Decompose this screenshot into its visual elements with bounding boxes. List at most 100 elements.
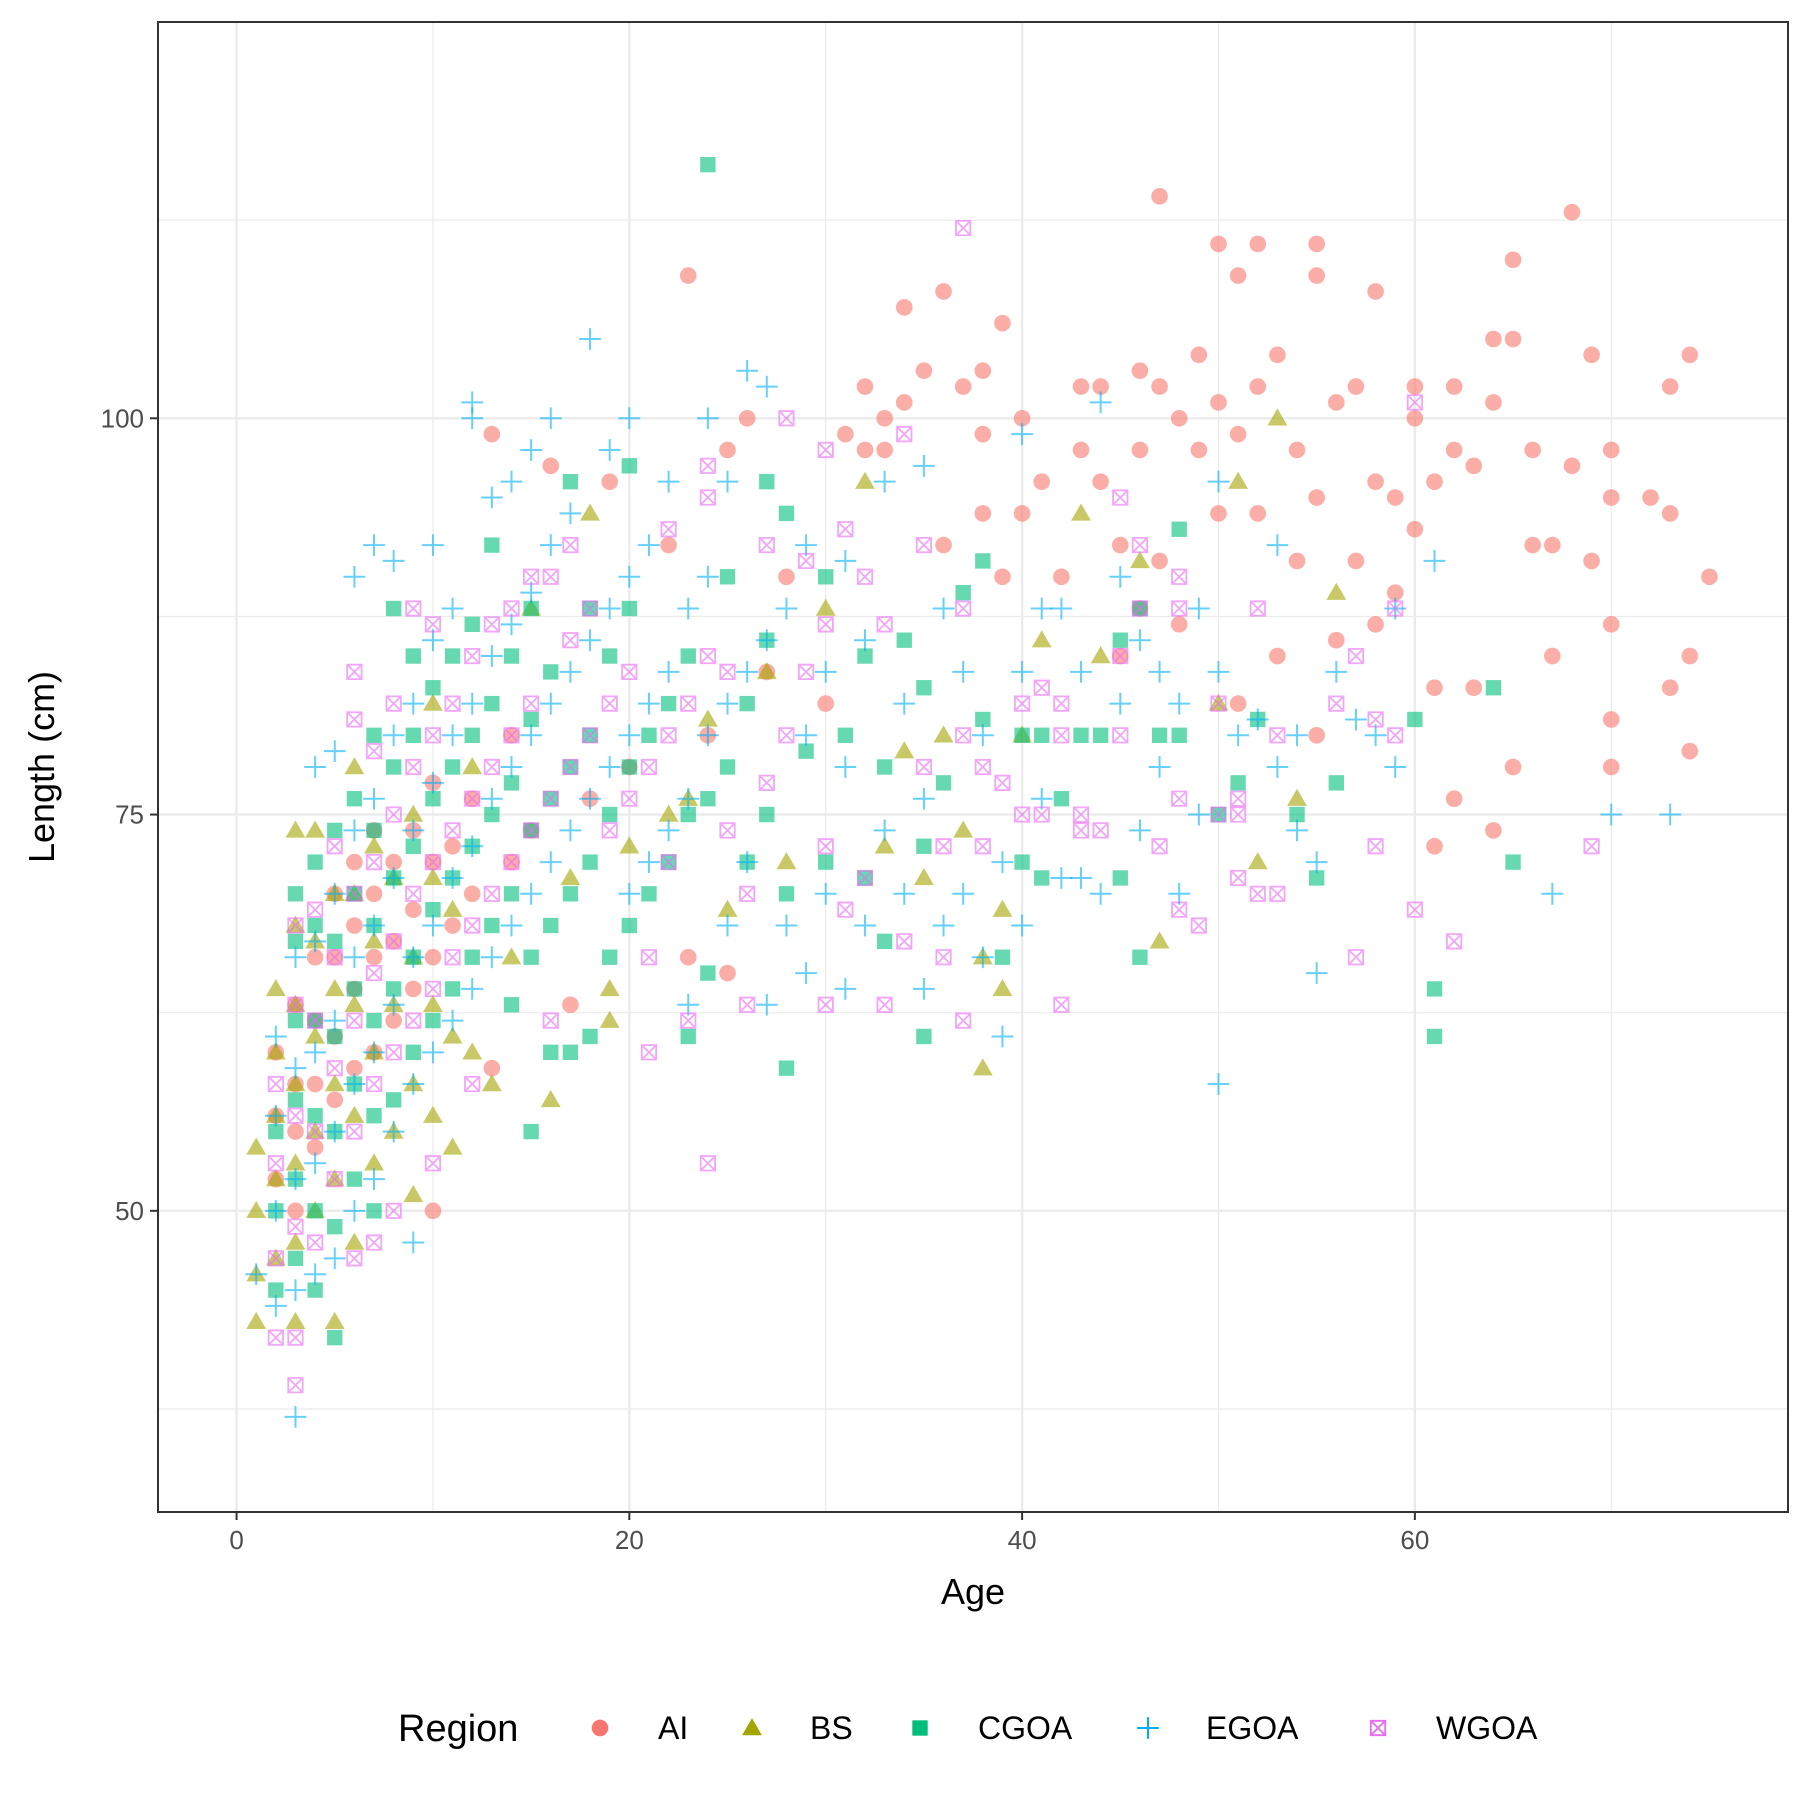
data-point-egoa <box>1207 1073 1230 1095</box>
data-point-ai <box>1602 441 1620 459</box>
data-point-wgoa <box>365 854 383 871</box>
data-point-ai <box>1151 188 1168 205</box>
data-point-egoa <box>579 787 601 810</box>
data-point-cgoa <box>641 727 657 743</box>
data-point-egoa <box>402 1073 425 1095</box>
data-point-egoa <box>795 724 817 747</box>
data-point-ai <box>1013 505 1031 522</box>
data-point-wgoa <box>365 1075 383 1093</box>
data-point-ai <box>935 283 952 300</box>
data-point-bs <box>442 1026 463 1044</box>
data-point-bs <box>403 804 424 822</box>
data-point-ai <box>1426 679 1443 697</box>
data-point-ai <box>679 267 697 284</box>
data-point-cgoa <box>562 886 579 902</box>
data-point-wgoa <box>483 616 500 633</box>
data-point-egoa <box>1305 962 1328 984</box>
y-tick-label: 75 <box>115 800 144 830</box>
data-point-ai <box>1661 505 1679 522</box>
legend-title: Region <box>398 1708 518 1750</box>
data-point-cgoa <box>287 1012 304 1029</box>
data-point-wgoa <box>640 758 658 776</box>
data-point-wgoa <box>739 996 756 1013</box>
data-point-bs <box>462 757 483 775</box>
data-point-bs <box>285 1153 306 1171</box>
legend-item-bs: BS <box>742 1710 853 1746</box>
data-point-bs <box>442 899 463 917</box>
data-point-ai <box>601 473 619 491</box>
data-point-egoa <box>284 1057 307 1080</box>
data-point-egoa <box>697 407 719 430</box>
data-point-wgoa <box>1387 727 1404 744</box>
data-point-bs <box>344 757 365 775</box>
data-point-wgoa <box>542 1012 559 1029</box>
data-point-egoa <box>343 565 366 588</box>
data-point-wgoa <box>955 219 972 237</box>
data-point-wgoa <box>601 822 618 839</box>
data-point-wgoa <box>287 1329 304 1346</box>
data-point-wgoa <box>1171 568 1188 585</box>
data-point-bs <box>285 1311 306 1329</box>
data-point-egoa <box>422 534 444 556</box>
data-point-bs <box>364 836 384 854</box>
data-point-egoa <box>755 629 778 652</box>
data-point-wgoa <box>267 1250 284 1267</box>
data-point-bs <box>344 1232 365 1250</box>
data-point-cgoa <box>582 854 598 870</box>
data-point-egoa <box>1168 882 1191 905</box>
data-point-ai <box>1485 822 1502 839</box>
data-point-wgoa <box>365 1234 383 1251</box>
data-point-egoa <box>539 692 562 715</box>
data-point-egoa <box>716 914 739 937</box>
data-point-egoa <box>618 407 641 430</box>
data-point-bs <box>285 1074 306 1092</box>
data-point-wgoa <box>896 933 913 950</box>
data-point-egoa <box>755 375 778 398</box>
data-point-egoa <box>932 597 955 620</box>
data-point-wgoa <box>424 616 442 633</box>
data-point-ai <box>1406 520 1424 538</box>
data-point-wgoa <box>1072 806 1090 823</box>
data-point-cgoa <box>346 791 363 807</box>
data-point-bs <box>776 852 797 870</box>
data-point-egoa <box>952 882 975 905</box>
data-point-bs <box>364 931 384 949</box>
data-point-ai <box>1465 679 1483 697</box>
data-point-bs <box>285 915 306 933</box>
data-point-cgoa <box>994 949 1011 965</box>
data-point-cgoa <box>778 1060 795 1076</box>
data-point-cgoa <box>955 584 971 601</box>
data-point-ai <box>1602 711 1620 728</box>
data-point-cgoa <box>503 775 520 791</box>
data-point-cgoa <box>346 981 363 997</box>
data-point-egoa <box>1266 534 1289 556</box>
data-point-wgoa <box>1053 695 1070 712</box>
data-point-bs <box>894 741 915 759</box>
data-point-wgoa <box>562 758 579 776</box>
data-point-cgoa <box>1171 521 1187 537</box>
data-point-cgoa <box>385 600 402 617</box>
data-point-cgoa <box>1073 727 1089 743</box>
data-point-wgoa <box>1112 727 1129 744</box>
data-point-egoa <box>618 565 641 588</box>
data-point-wgoa <box>896 426 913 443</box>
data-point-ai <box>1681 742 1699 760</box>
data-point-egoa <box>343 819 366 842</box>
data-point-ai <box>1327 631 1345 649</box>
data-point-cgoa <box>405 1044 421 1060</box>
data-point-ai <box>1308 489 1325 506</box>
data-point-egoa <box>952 661 975 683</box>
data-point-egoa <box>304 1152 326 1175</box>
data-point-egoa <box>1345 708 1367 731</box>
data-point-egoa <box>1129 629 1151 652</box>
data-point-wgoa <box>405 600 422 617</box>
data-point-egoa <box>441 597 464 620</box>
data-point-egoa <box>913 978 935 1000</box>
data-point-egoa <box>1109 692 1132 715</box>
data-point-wgoa <box>542 568 559 585</box>
data-point-ai <box>1642 489 1659 506</box>
data-point-egoa <box>1423 550 1446 572</box>
data-point-ai <box>994 314 1011 332</box>
data-point-ai <box>1701 568 1718 586</box>
